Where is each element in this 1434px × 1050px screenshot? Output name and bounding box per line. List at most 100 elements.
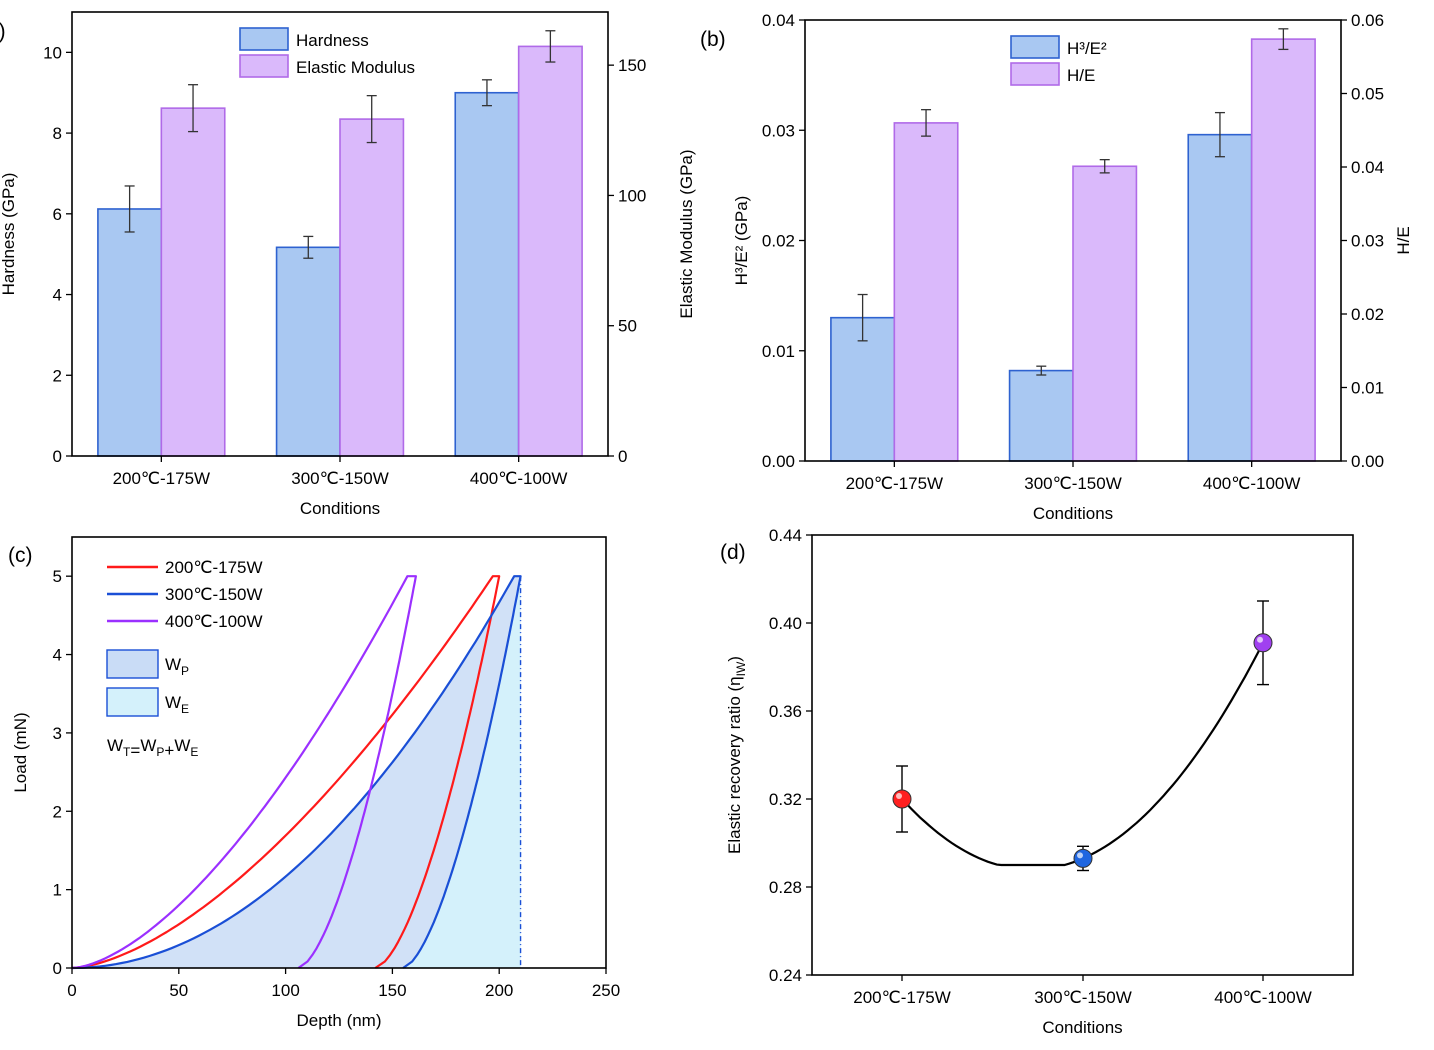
x-axis-title: Depth (nm) (296, 1011, 381, 1030)
y-right-tick-label: 0.02 (1351, 305, 1384, 324)
y-tick-label: 2 (53, 366, 62, 385)
y-tick-label: 4 (53, 286, 62, 305)
legend-label: Elastic Modulus (296, 58, 415, 77)
y-tick-label: 0.00 (762, 452, 795, 471)
bar-hardness-1 (275, 246, 341, 457)
panel-d: 0.24 0.28 0.32 0.36 0.40 0.44 200℃-175W 300℃-15… (720, 526, 1354, 1037)
equation-sub: T (123, 745, 131, 759)
legend-label: 300℃-150W (165, 585, 263, 604)
y-tick-label: 0.36 (769, 702, 802, 721)
y-right-axis-title: H/E (1394, 226, 1413, 254)
y-right-tick-label: 100 (618, 186, 646, 205)
y-right-tick-label: 150 (618, 56, 646, 75)
we-area (403, 576, 521, 968)
x-tick-label: 0 (67, 981, 76, 1000)
panel-label: (b) (700, 28, 726, 51)
data-point-highlight (1077, 852, 1083, 859)
y-tick-label: 0.40 (769, 614, 802, 633)
legend-area-label-main: W (165, 655, 181, 674)
x-axis-title: Conditions (300, 499, 380, 518)
bar-hardness-0 (97, 208, 163, 457)
y-right-tick-label: 0.06 (1351, 11, 1384, 30)
x-tick-label: 150 (378, 981, 406, 1000)
bar-h-e-1 (1072, 165, 1138, 462)
y-tick-label: 0.24 (769, 966, 802, 985)
y-right-tick-label: 50 (618, 317, 637, 336)
y-tick-label: 0.02 (762, 232, 795, 251)
x-axis-title: Conditions (1033, 504, 1113, 523)
equation-operator: = (130, 741, 140, 760)
x-tick-label: 200℃-175W (846, 474, 944, 493)
curve-1 (71, 575, 522, 970)
y-axis-title: Hardness (GPa) (0, 173, 18, 296)
y-axis-title-main: Elastic recovery ratio (η (725, 676, 744, 854)
panel-b: 0.00 0.01 0.02 0.03 0.04 0.00 0.01 0.02 0.03 0.04… (700, 11, 1413, 523)
equation-sub: E (190, 745, 198, 759)
legend-swatch (1010, 62, 1060, 86)
equation-sub: P (156, 745, 164, 759)
panel-label: (c) (8, 544, 33, 567)
data-point-1 (1073, 848, 1093, 868)
y-tick-label: 0.32 (769, 790, 802, 809)
y-tick-label: 0 (53, 959, 62, 978)
legend-area-swatch (106, 687, 159, 717)
legend-area-label-sub: P (181, 664, 189, 678)
wp-area (72, 576, 521, 968)
x-tick-label: 50 (169, 981, 188, 1000)
legend-swatch (239, 54, 289, 78)
legend-swatch (1010, 35, 1060, 59)
y-tick-label: 0.04 (762, 11, 795, 30)
equation-operator: + (164, 741, 174, 760)
legend-label: 200℃-175W (165, 558, 263, 577)
x-axis-title: Conditions (1042, 1018, 1122, 1037)
legend-label: H/E (1067, 66, 1095, 85)
x-tick-label: 300℃-150W (291, 469, 389, 488)
y-right-tick-label: 0.03 (1351, 232, 1384, 251)
legend-label: H³/E² (1067, 39, 1107, 58)
data-point-0 (892, 789, 912, 809)
legend-area-swatch (106, 649, 159, 679)
x-tick-label: 100 (271, 981, 299, 1000)
y-tick-label: 0.44 (769, 526, 802, 545)
x-tick-label: 250 (592, 981, 620, 1000)
y-right-tick-label: 0.05 (1351, 85, 1384, 104)
panel-label: (d) (720, 541, 746, 564)
bar-h-e--1 (1008, 369, 1074, 462)
energy-equation: WT=WP+WE (107, 736, 198, 760)
y-tick-label: 0.28 (769, 878, 802, 897)
y-tick-label: 0 (53, 447, 62, 466)
equation-term: W (107, 736, 123, 755)
x-tick-label: 400℃-100W (1203, 474, 1301, 493)
plot-frame (71, 536, 607, 969)
bar-elastic-modulus-0 (160, 107, 226, 457)
data-point-highlight (896, 793, 902, 799)
bar-elastic-modulus-2 (517, 45, 583, 457)
plot-frame (811, 534, 1354, 976)
curve-0 (71, 575, 501, 970)
data-point-highlight (1257, 636, 1263, 643)
panel-label: (a) (0, 20, 6, 43)
y-tick-label: 5 (53, 567, 62, 586)
x-tick-label: 400℃-100W (470, 469, 568, 488)
x-tick-label: 300℃-150W (1024, 474, 1122, 493)
y-axis-title: Load (mN) (11, 712, 30, 792)
legend-label: Hardness (296, 31, 369, 50)
y-right-tick-label: 0.01 (1351, 379, 1384, 398)
y-axis-title-sub: IW (734, 661, 748, 676)
y-tick-label: 6 (53, 205, 62, 224)
y-axis-title: Elastic recovery ratio (ηIW) (725, 656, 748, 854)
bar-h-e-0 (893, 122, 959, 462)
fit-curve (901, 642, 1264, 867)
y-tick-label: 0.03 (762, 121, 795, 140)
y-right-tick-label: 0.00 (1351, 452, 1384, 471)
y-right-tick-label: 0 (618, 447, 627, 466)
y-axis-title-end: ) (725, 656, 744, 662)
y-tick-label: 0.01 (762, 342, 795, 361)
y-axis-title: H³/E² (GPa) (732, 196, 751, 286)
legend-label: 400℃-100W (165, 612, 263, 631)
data-point-2 (1253, 633, 1273, 653)
legend-swatch (239, 27, 289, 51)
y-tick-label: 2 (53, 802, 62, 821)
